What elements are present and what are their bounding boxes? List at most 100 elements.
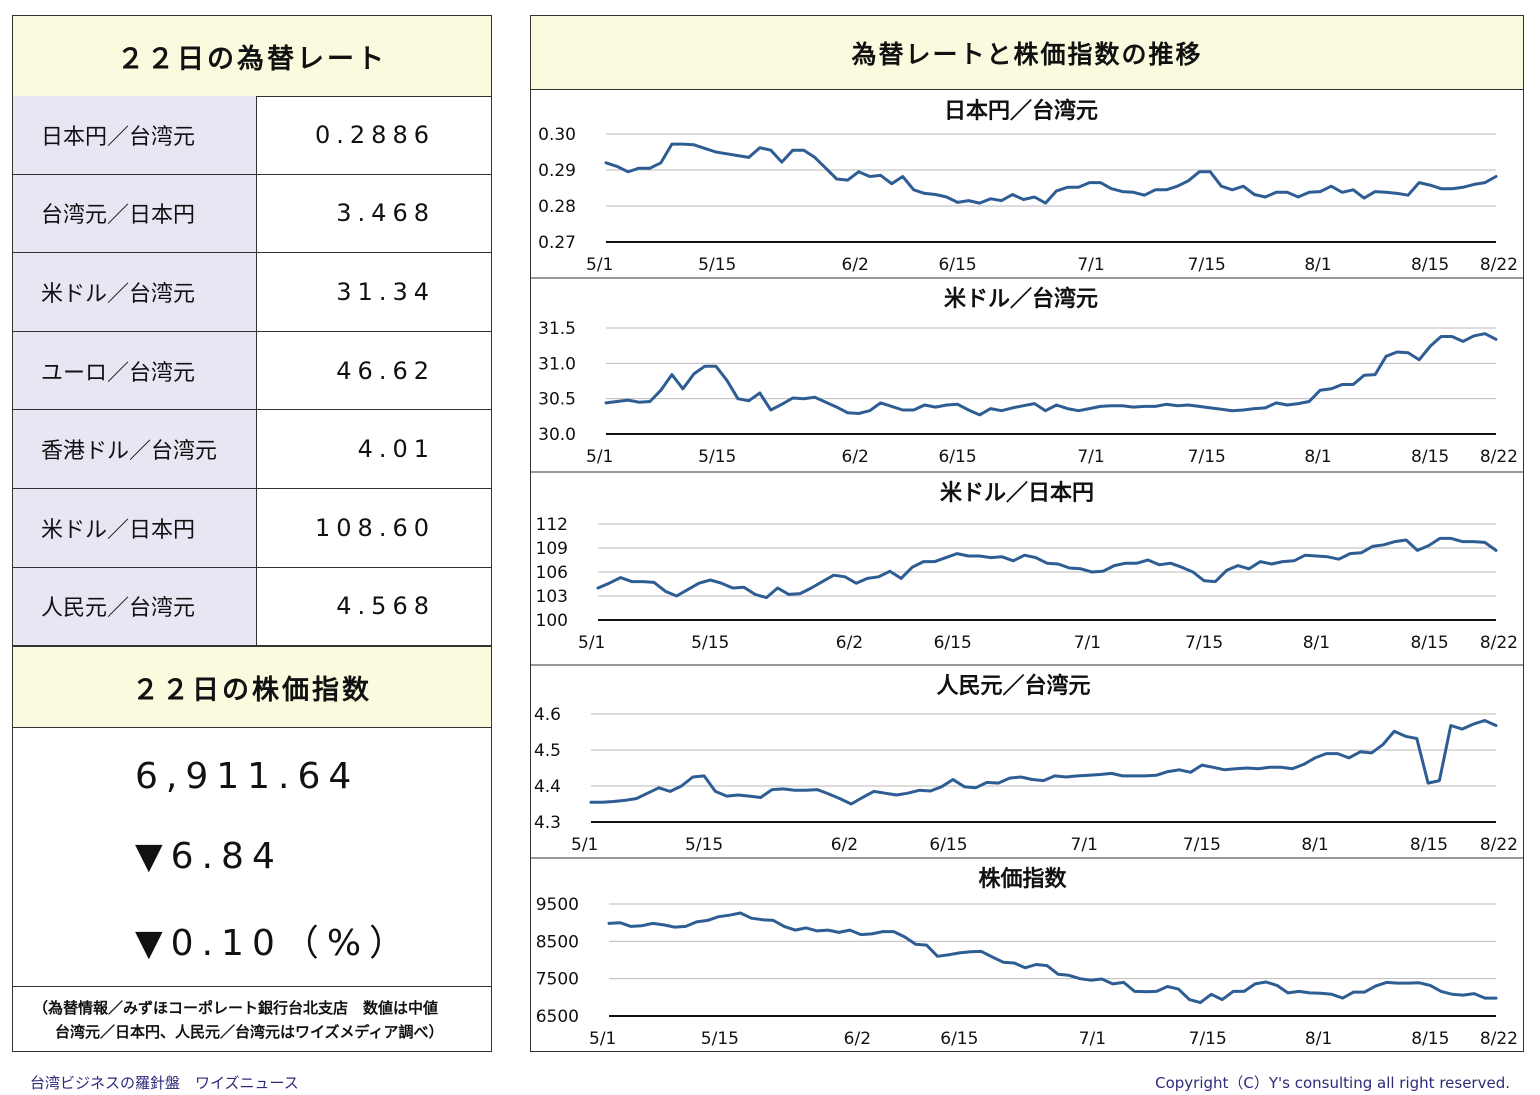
x-tick-label: 5/1 [571, 835, 598, 855]
charts-svg: 日本円／台湾元 0.30 0.29 0.28 0.27 5/1 5/15 6/2 6/15 7/1… [531, 98, 1523, 1049]
x-tick-label: 8/22 [1480, 835, 1518, 855]
y-tick-label: 8500 [536, 932, 579, 952]
x-tick-label: 7/15 [1183, 835, 1221, 855]
rate-value: 46.62 [336, 356, 435, 385]
y-tick-label: 4.6 [534, 705, 561, 725]
chart-title: 米ドル／台湾元 [944, 286, 1098, 312]
y-tick-label: 7500 [536, 970, 579, 990]
x-tick-label: 5/1 [578, 633, 605, 653]
rate-value: 31.34 [336, 277, 435, 306]
charts-panel: 為替レートと株価指数の推移 日本円／台湾元 0.30 0.29 0.28 0.27 5/1… [530, 15, 1524, 1052]
x-tick-label: 6/15 [940, 1029, 978, 1049]
chart-1: 日本円／台湾元 0.30 0.29 0.28 0.27 5/1 5/15 6/2 6/15 7/1… [538, 98, 1518, 275]
rate-value: 3.468 [336, 199, 435, 228]
rate-row-cny-twd: 人民元／台湾元 4.568 [13, 567, 491, 647]
y-tick-label: 0.28 [538, 197, 576, 217]
rate-value: 0.2886 [315, 120, 435, 149]
rates-panel: ２２日の為替レート 日本円／台湾元 0.2886 台湾元／日本円 3.468 米… [12, 15, 492, 1052]
x-tick-label: 8/15 [1410, 633, 1448, 653]
y-tick-label: 0.30 [538, 125, 576, 145]
x-tick-label: 8/22 [1480, 633, 1518, 653]
x-tick-label: 6/2 [842, 447, 869, 467]
x-tick-label: 5/15 [691, 633, 729, 653]
x-tick-label: 6/2 [842, 255, 869, 275]
stock-title: ２２日の株価指数 [13, 646, 491, 728]
y-tick-label: 106 [536, 563, 568, 583]
y-tick-label: 9500 [536, 895, 579, 915]
rate-value: 108.60 [315, 513, 435, 542]
x-tick-label: 8/1 [1301, 835, 1328, 855]
y-tick-label: 30.5 [538, 390, 576, 410]
y-tick-label: 0.27 [538, 233, 576, 253]
rates-title: ２２日の為替レート [13, 16, 491, 97]
x-tick-label: 7/15 [1188, 447, 1226, 467]
x-tick-label: 5/15 [701, 1029, 739, 1049]
chart-5: 株価指数 9500 8500 7500 6500 5/1 5/15 6/2 6/15 7/1 7/1… [531, 857, 1523, 1049]
rate-label: 米ドル／日本円 [13, 488, 257, 567]
x-tick-label: 5/1 [586, 255, 613, 275]
x-tick-label: 7/15 [1189, 1029, 1227, 1049]
rate-value: 4.568 [336, 592, 435, 621]
x-tick-label: 5/1 [586, 447, 613, 467]
rate-row-usd-jpy: 米ドル／日本円 108.60 [13, 488, 491, 568]
x-tick-label: 8/15 [1410, 835, 1448, 855]
series-line [604, 142, 1498, 205]
source-line-2: 台湾元／日本円、人民元／台湾元はワイズメディア調べ） [55, 1023, 444, 1041]
chart-title: 株価指数 [978, 866, 1067, 892]
x-tick-label: 7/15 [1185, 633, 1223, 653]
x-tick-label: 6/2 [844, 1029, 871, 1049]
rate-label: 米ドル／台湾元 [13, 253, 257, 331]
y-tick-label: 31.5 [538, 319, 576, 339]
stock-change: ▼6.84 [135, 836, 283, 877]
series-line [607, 911, 1498, 1005]
rate-row-eur-twd: ユーロ／台湾元 46.62 [13, 331, 491, 411]
x-tick-label: 5/15 [698, 447, 736, 467]
x-tick-label: 8/1 [1304, 447, 1331, 467]
x-tick-label: 7/15 [1188, 255, 1226, 275]
x-tick-label: 5/15 [685, 835, 723, 855]
x-tick-label: 8/1 [1304, 255, 1331, 275]
y-tick-label: 109 [536, 539, 568, 559]
series-line [596, 536, 1498, 600]
rate-label: 香港ドル／台湾元 [13, 410, 257, 488]
source-note: （為替情報／みずほコーポレート銀行台北支店 数値は中値 台湾元／日本円、人民元／… [13, 988, 491, 1044]
stock-change-pct: ▼0.10（%） [135, 923, 414, 964]
x-tick-label: 8/22 [1480, 255, 1518, 275]
x-tick-label: 6/15 [929, 835, 967, 855]
x-tick-label: 6/15 [938, 447, 976, 467]
rate-row-usd-twd: 米ドル／台湾元 31.34 [13, 253, 491, 332]
rate-row-twd-jpy: 台湾元／日本円 3.468 [13, 174, 491, 254]
stock-value: 6,911.64 [135, 756, 360, 797]
stock-panel: 6,911.64 ▼6.84 ▼0.10（%） [13, 726, 491, 987]
chart-4: 人民元／台湾元 4.6 4.5 4.4 4.3 5/1 5/15 6/2 6/15 7/1 7/15… [531, 664, 1523, 855]
rate-row-hkd-twd: 香港ドル／台湾元 4.01 [13, 410, 491, 489]
series-line [604, 332, 1498, 417]
x-tick-label: 8/1 [1303, 633, 1330, 653]
x-tick-label: 8/1 [1305, 1029, 1332, 1049]
rate-label: 日本円／台湾元 [13, 96, 257, 174]
x-tick-label: 6/2 [836, 633, 863, 653]
x-tick-label: 7/1 [1079, 1029, 1106, 1049]
charts-title: 為替レートと株価指数の推移 [531, 16, 1523, 90]
x-tick-label: 8/15 [1411, 1029, 1449, 1049]
y-tick-label: 0.29 [538, 161, 576, 181]
x-tick-label: 8/15 [1411, 255, 1449, 275]
chart-title: 米ドル／日本円 [940, 481, 1094, 506]
x-tick-label: 6/15 [934, 633, 972, 653]
chart-title: 日本円／台湾元 [944, 98, 1098, 124]
x-tick-label: 8/15 [1411, 447, 1449, 467]
y-tick-label: 4.3 [534, 813, 561, 833]
y-tick-label: 100 [536, 611, 568, 631]
rates-table: 日本円／台湾元 0.2886 台湾元／日本円 3.468 米ドル／台湾元 31.… [13, 96, 491, 647]
source-line-1: （為替情報／みずほコーポレート銀行台北支店 数値は中値 [33, 999, 439, 1017]
chart-3: 米ドル／日本円 112 109 106 103 100 5/1 5/15 6/2 6/15 7/1 7… [531, 471, 1523, 653]
x-tick-label: 7/1 [1074, 633, 1101, 653]
y-tick-label: 31.0 [538, 354, 576, 374]
x-tick-label: 8/22 [1480, 1029, 1518, 1049]
rate-label: 人民元／台湾元 [13, 567, 257, 646]
footer-site-name: 台湾ビジネスの羅針盤 ワイズニュース [30, 1074, 299, 1092]
x-tick-label: 6/15 [938, 255, 976, 275]
x-tick-label: 7/1 [1071, 835, 1098, 855]
y-tick-label: 4.4 [534, 777, 561, 797]
chart-2: 米ドル／台湾元 31.5 31.0 30.5 30.0 5/1 5/15 6/2 6/15 7/1… [531, 277, 1523, 467]
